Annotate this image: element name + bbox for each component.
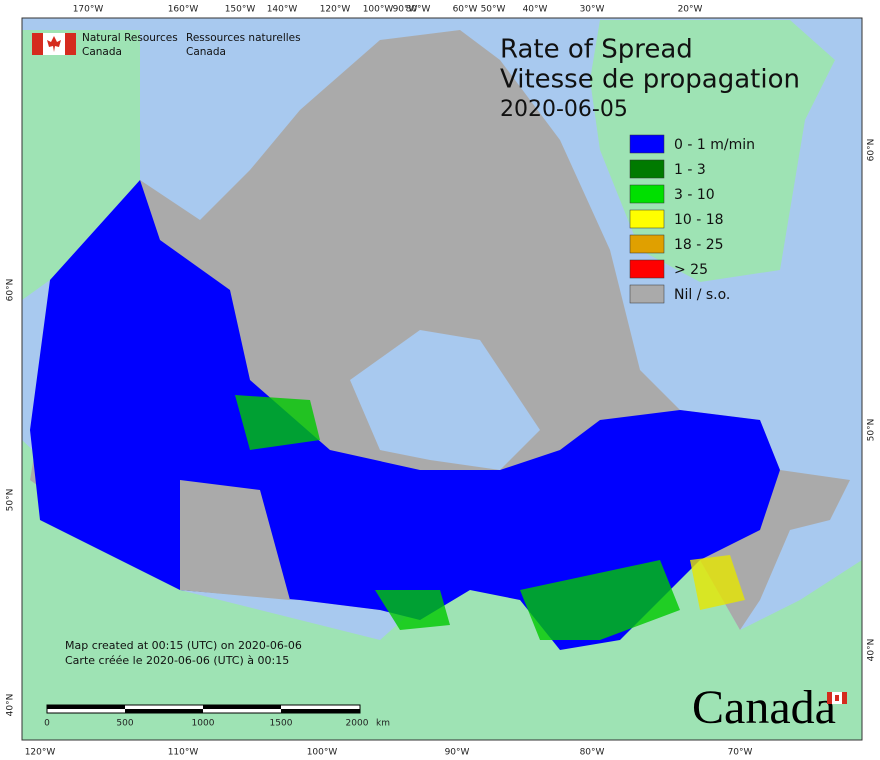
scale-bar	[46, 704, 361, 714]
org-name-en: Natural Resources	[82, 32, 178, 44]
hudson-bay	[350, 330, 540, 470]
graticule-label: 110°W	[168, 748, 199, 758]
scale-bar-segment	[281, 709, 360, 713]
flag-bar	[827, 692, 832, 704]
org-name-en: Canada	[82, 46, 122, 58]
graticule-label: 90°W	[445, 748, 470, 758]
graticule-label: 100°W	[363, 5, 394, 15]
alaska	[22, 30, 140, 300]
legend-swatch	[629, 234, 665, 254]
legend-swatch	[629, 209, 665, 229]
map-title: Vitesse de propagation	[500, 65, 800, 95]
org-name-fr: Ressources naturelles	[186, 32, 301, 44]
scale-label: 0	[44, 719, 50, 729]
scale-bar-segment	[203, 705, 281, 709]
spread-zone-high	[690, 555, 745, 610]
map-title: Rate of Spread	[500, 35, 693, 65]
graticule-label: 120°W	[25, 748, 56, 758]
legend-swatch	[629, 259, 665, 279]
graticule-label: 120°W	[320, 5, 351, 15]
legend-label: 10 - 18	[674, 212, 724, 228]
legend-label: Nil / s.o.	[674, 287, 730, 303]
legend-swatch	[629, 184, 665, 204]
map-date: 2020-06-05	[500, 97, 628, 122]
graticule-label: 50°N	[6, 489, 16, 512]
legend-swatch	[629, 284, 665, 304]
legend-label: > 25	[674, 262, 708, 278]
scale-bar-segment	[125, 709, 203, 713]
graticule-label: 50°W	[481, 5, 506, 15]
spread-zone-mid	[235, 395, 680, 640]
graticule-label: 20°W	[678, 5, 703, 15]
graticule-label: 60°W	[453, 5, 478, 15]
scale-bar-segment	[47, 705, 125, 709]
graticule-label: 170°W	[73, 5, 104, 15]
wordmark-flag	[827, 692, 847, 704]
flag-leaf	[835, 695, 839, 701]
graticule-label: 90°W	[393, 5, 418, 15]
legend-swatch	[629, 134, 665, 154]
scale-label: 1000	[192, 719, 215, 729]
legend-label: 18 - 25	[674, 237, 724, 253]
prairie-nil	[180, 480, 290, 600]
graticule-label: 40°W	[523, 5, 548, 15]
graticule-label: 160°W	[168, 5, 199, 15]
legend-label: 1 - 3	[674, 162, 706, 178]
gc-flag	[32, 33, 76, 55]
graticule-label: 100°W	[307, 748, 338, 758]
flag-bar	[842, 692, 847, 704]
legend-swatch	[629, 159, 665, 179]
graticule-label: 70°W	[728, 748, 753, 758]
note: Map created at 00:15 (UTC) on 2020-06-06	[65, 639, 302, 652]
graticule-label: 150°W	[225, 5, 256, 15]
graticule-label: 40°N	[867, 639, 877, 662]
org-name-fr: Canada	[186, 46, 226, 58]
graticule-label: 50°N	[867, 419, 877, 442]
legend-label: 3 - 10	[674, 187, 715, 203]
graticule-label: 140°W	[267, 5, 298, 15]
scale-unit: km	[376, 719, 390, 729]
graticule-label: 60°N	[6, 279, 16, 302]
flag-bar	[32, 33, 43, 55]
graticule-label: 80°W	[580, 748, 605, 758]
flag-bar	[65, 33, 76, 55]
graticule-label: 40°N	[6, 694, 16, 717]
legend-label: 0 - 1 m/min	[674, 137, 755, 153]
graticule-label: 60°N	[867, 139, 877, 162]
map-frame	[21, 17, 863, 741]
scale-label: 500	[116, 719, 133, 729]
scale-label: 2000	[346, 719, 369, 729]
note: Carte créée le 2020-06-06 (UTC) à 00:15	[65, 654, 289, 667]
flag-leaf	[47, 36, 61, 52]
graticule-label: 80°W	[406, 5, 431, 15]
canada-wordmark: Canada	[692, 681, 836, 734]
graticule-label: 30°W	[580, 5, 605, 15]
scale-label: 1500	[270, 719, 293, 729]
